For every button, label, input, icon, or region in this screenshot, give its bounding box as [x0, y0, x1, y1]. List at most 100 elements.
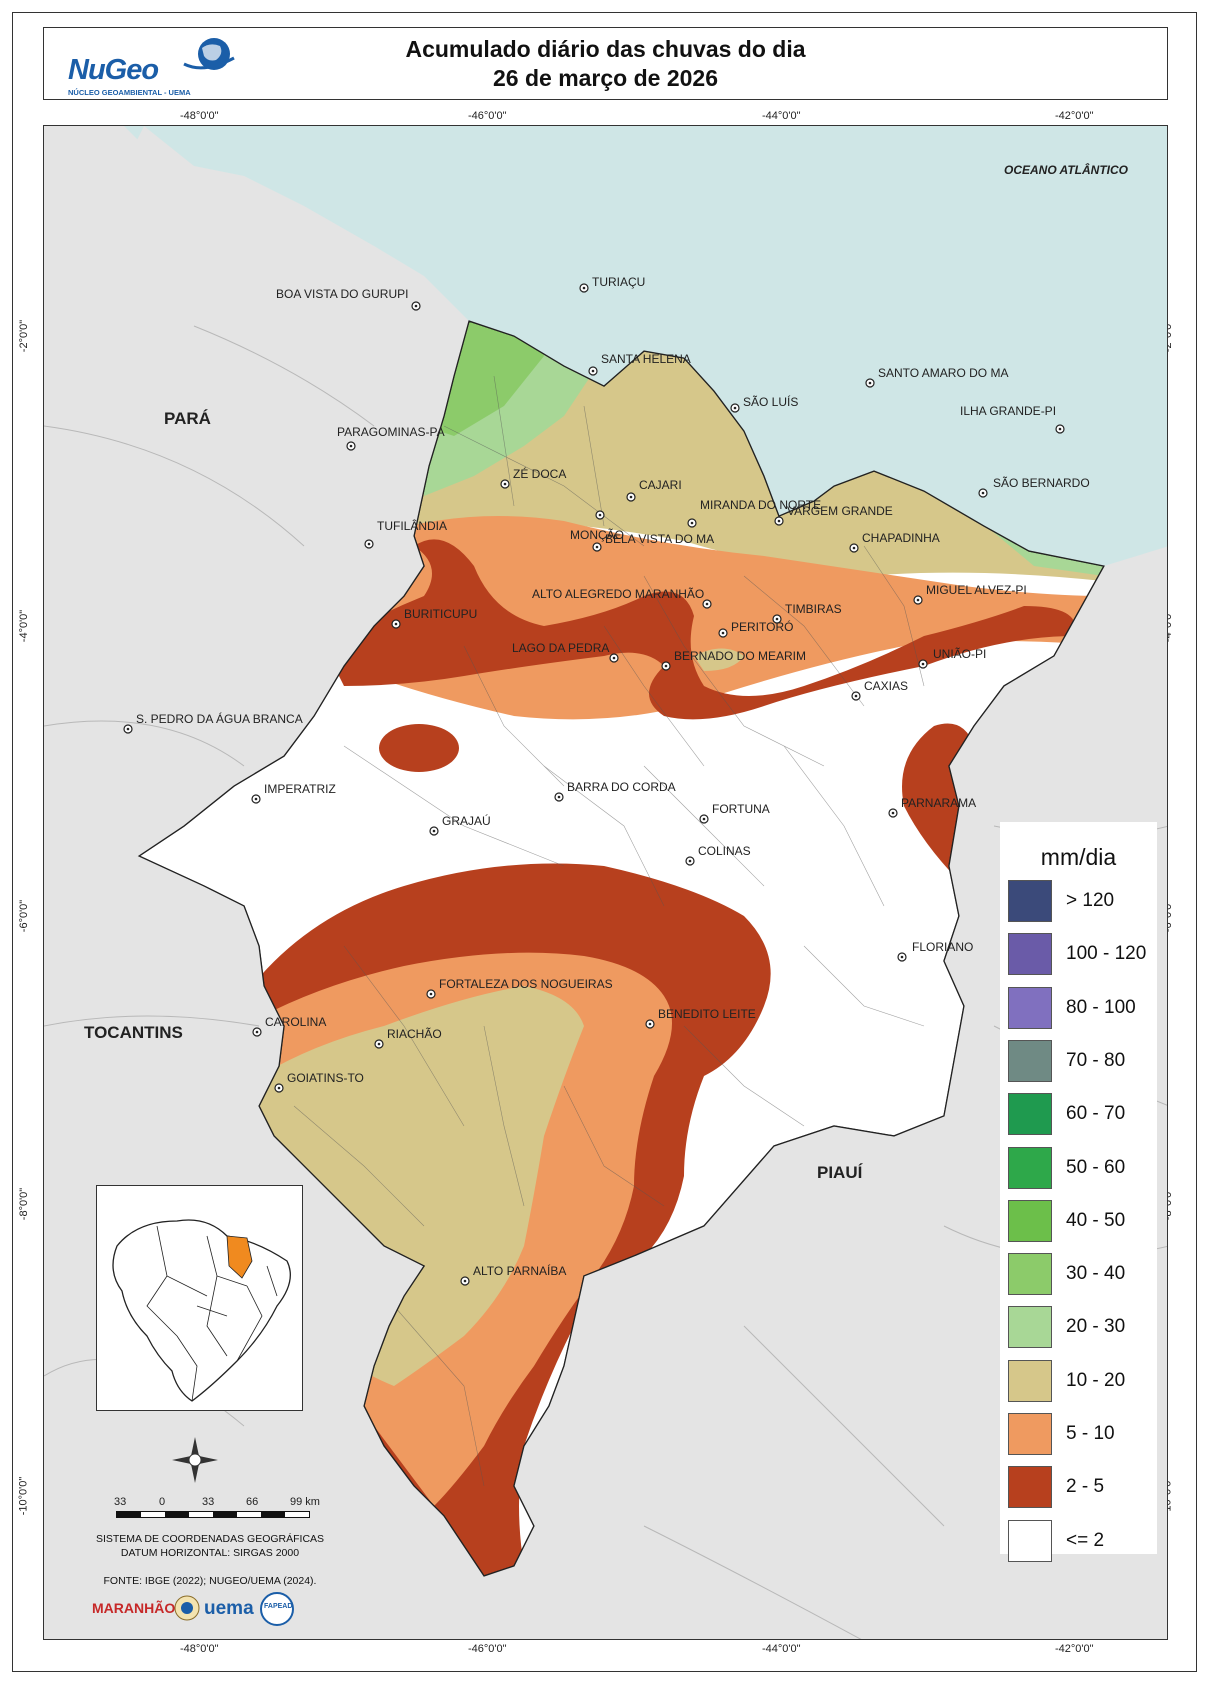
legend-item: <= 2 [1008, 1519, 1158, 1562]
city-label: MIGUEL ALVEZ-PI [926, 583, 1027, 597]
city-dot-center [367, 542, 371, 546]
coord-top-2: -46°0'0" [468, 110, 507, 122]
title-line-2: 26 de março de 2026 [492, 65, 719, 91]
legend-item: > 120 [1008, 880, 1158, 922]
city-dot-center [733, 406, 737, 410]
scale-bar: 33 0 33 66 99 km [104, 1496, 320, 1528]
city-dot-center [277, 1086, 281, 1090]
city-label: SANTO AMARO DO MA [878, 366, 1008, 380]
city-marker: MONÇÃO [570, 510, 624, 542]
legend-label: 100 - 120 [1066, 943, 1147, 965]
title-line-1: Acumulado diário das chuvas do dia [405, 36, 806, 62]
legend-label: 80 - 100 [1066, 996, 1136, 1018]
legend-swatch [1008, 880, 1052, 922]
city-marker: SANTO AMARO DO MA [865, 366, 1008, 388]
legend-item: 60 - 70 [1008, 1093, 1158, 1136]
city-marker: BENEDITO LEITE [645, 1007, 756, 1029]
land-islands [134, 126, 194, 171]
city-label: CHAPADINHA [862, 531, 940, 545]
city-label: SÃO LUÍS [743, 394, 798, 409]
legend-item: 80 - 100 [1008, 986, 1158, 1029]
city-dot-center [126, 727, 130, 731]
city-label: CAJARI [639, 478, 682, 492]
city-dot-center [612, 656, 616, 660]
city-marker: PERITORÓ [718, 619, 793, 638]
city-marker: CAXIAS [851, 679, 908, 701]
city-marker: BOA VISTA DO GURUPI [276, 287, 421, 311]
legend-item: 10 - 20 [1008, 1359, 1158, 1402]
city-label: ALTO ALEGREDO MARANHÃO [532, 587, 704, 601]
info-source: FONTE: IBGE (2022); NUGEO/UEMA (2024). [103, 1575, 317, 1587]
fapead-logo: FAPEAD [264, 1603, 293, 1610]
city-marker: BERNADO DO MEARIM [661, 649, 806, 671]
city-label: SANTA HELENA [601, 352, 691, 366]
legend-label: <= 2 [1066, 1529, 1105, 1551]
legend-label: 5 - 10 [1066, 1423, 1115, 1444]
coord-bottom-1: -48°0'0" [180, 1643, 219, 1655]
city-dot-center [868, 381, 872, 385]
city-dot-center [775, 617, 779, 621]
coord-top-3: -44°0'0" [762, 110, 801, 122]
city-marker: MIGUEL ALVEZ-PI [913, 583, 1027, 605]
city-dot-center [891, 811, 895, 815]
info-coord-system: SISTEMA DE COORDENADAS GEOGRÁFICAS [95, 1533, 325, 1545]
city-dot-center [921, 662, 925, 666]
city-marker: GRAJAÚ [429, 813, 491, 836]
legend-item: 70 - 80 [1008, 1039, 1158, 1082]
label-ocean: OCEANO ATLÂNTICO [1004, 162, 1129, 177]
zone-2-5-buriticupu [379, 724, 459, 772]
city-marker: FORTALEZA DOS NOGUEIRAS [426, 977, 613, 999]
city-marker: BARRA DO CORDA [554, 780, 676, 802]
city-dot-center [629, 495, 633, 499]
city-dot-center [688, 859, 692, 863]
city-dot-center [595, 545, 599, 549]
legend-swatch [1008, 1359, 1052, 1402]
legend-title: mm/dia [1040, 844, 1117, 870]
city-label: CAXIAS [864, 679, 908, 693]
city-marker: MIRANDA DO NORTE [687, 498, 821, 528]
legend-swatch [1008, 1146, 1052, 1189]
city-marker: PARNARAMA [888, 796, 976, 818]
city-label: CAROLINA [265, 1015, 326, 1029]
city-dot-center [648, 1022, 652, 1026]
city-dot-center [557, 795, 561, 799]
legend-item: 20 - 30 [1008, 1306, 1158, 1349]
legend-swatch [1008, 1306, 1052, 1349]
maranhao-logo: MARANHÃO [92, 1600, 176, 1616]
coord-bottom-4: -42°0'0" [1055, 1643, 1094, 1655]
zone-5-10-north [344, 516, 1104, 720]
city-dot-center [854, 694, 858, 698]
city-marker: IMPERATRIZ [251, 782, 336, 804]
city-label: PARAGOMINAS-PA [337, 425, 445, 439]
legend-swatch [1008, 1413, 1052, 1455]
legend-label: 2 - 5 [1066, 1476, 1105, 1498]
coord-left-3: -6°0'0" [18, 899, 31, 933]
city-dot-center [591, 369, 595, 373]
legend-swatch [1008, 986, 1052, 1029]
city-label: FLORIANO [912, 940, 973, 954]
city-label: BENEDITO LEITE [658, 1007, 756, 1021]
city-marker: S. PEDRO DA ÁGUA BRANCA [123, 711, 303, 734]
city-label: VARGEM GRANDE [787, 504, 893, 518]
city-label: RIACHÃO [387, 1027, 442, 1041]
legend-swatch [1008, 1039, 1052, 1082]
city-label: IMPERATRIZ [264, 782, 336, 796]
city-dot-center [721, 631, 725, 635]
municipal-boundaries [293, 375, 925, 1487]
maranhao-highlight [226, 1235, 253, 1279]
logo-text: NuGeo [68, 54, 159, 86]
legend-swatch [1008, 1466, 1052, 1509]
coord-left-5: -10°0'0" [17, 1476, 30, 1516]
city-dot-center [429, 992, 433, 996]
legend-label: 20 - 30 [1066, 1316, 1126, 1338]
legend-label: 40 - 50 [1066, 1209, 1126, 1231]
city-label: ZÉ DOCA [513, 466, 566, 481]
legend-swatch [1008, 1253, 1052, 1296]
brazil-states [146, 1225, 278, 1402]
city-dot-center [582, 286, 586, 290]
city-dot-center [377, 1042, 381, 1046]
city-label: ALTO PARNAÍBA [473, 1263, 566, 1278]
city-dot-center [349, 444, 353, 448]
coord-left-4: -8°0'0" [18, 1187, 31, 1221]
city-label: S. PEDRO DA ÁGUA BRANCA [136, 711, 303, 726]
